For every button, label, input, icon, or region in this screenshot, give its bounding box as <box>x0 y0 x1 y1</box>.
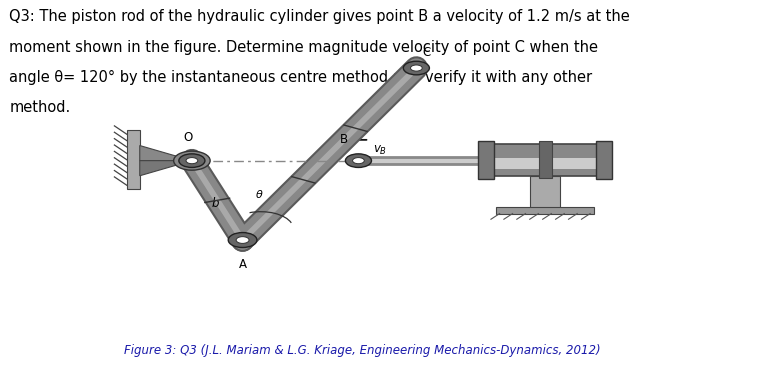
Circle shape <box>411 65 422 71</box>
Text: b: b <box>211 197 219 210</box>
Text: A: A <box>239 258 247 271</box>
FancyBboxPatch shape <box>478 141 494 179</box>
Circle shape <box>186 158 198 164</box>
Text: method.: method. <box>9 100 71 115</box>
Polygon shape <box>139 146 192 161</box>
Circle shape <box>236 237 249 243</box>
FancyBboxPatch shape <box>596 141 612 179</box>
Circle shape <box>403 61 430 75</box>
Circle shape <box>353 158 364 164</box>
Circle shape <box>174 151 210 170</box>
Text: O: O <box>184 131 193 144</box>
FancyBboxPatch shape <box>496 207 594 214</box>
Text: $\theta$: $\theta$ <box>255 187 264 200</box>
Text: $\mathit{v}_B$: $\mathit{v}_B$ <box>373 144 387 157</box>
FancyBboxPatch shape <box>485 158 605 169</box>
Circle shape <box>345 154 372 167</box>
Text: angle θ= 120° by the instantaneous centre method and verify it with any other: angle θ= 120° by the instantaneous centr… <box>9 70 593 85</box>
FancyBboxPatch shape <box>539 141 552 178</box>
Text: Figure 3: Q3 (J.L. Mariam & L.G. Kriage, Engineering Mechanics-Dynamics, 2012): Figure 3: Q3 (J.L. Mariam & L.G. Kriage,… <box>123 344 600 357</box>
Text: B: B <box>339 133 347 146</box>
Circle shape <box>179 154 205 167</box>
FancyBboxPatch shape <box>126 130 139 189</box>
FancyBboxPatch shape <box>530 176 559 210</box>
Polygon shape <box>139 161 192 176</box>
FancyBboxPatch shape <box>482 144 608 176</box>
Text: C: C <box>422 46 431 59</box>
Circle shape <box>229 232 257 248</box>
Text: Q3: The piston rod of the hydraulic cylinder gives point B a velocity of 1.2 m/s: Q3: The piston rod of the hydraulic cyli… <box>9 9 630 25</box>
Text: moment shown in the figure. Determine magnitude velocity of point C when the: moment shown in the figure. Determine ma… <box>9 40 598 55</box>
